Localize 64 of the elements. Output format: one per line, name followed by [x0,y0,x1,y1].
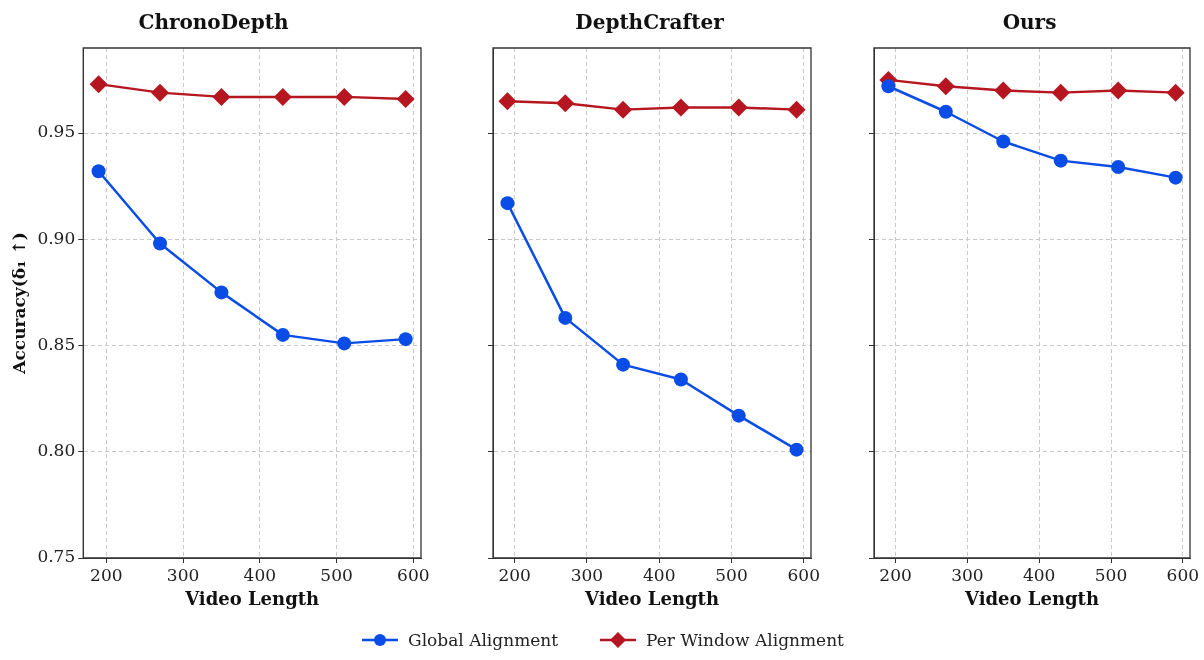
point [996,134,1011,149]
x-tick-label: 200 [498,564,531,585]
point [616,357,631,372]
y-tick-label: 0.90 [37,227,76,248]
point [936,77,955,96]
point [275,327,290,342]
point [1168,170,1183,185]
x-tick-label: 300 [951,564,984,585]
x-axis-title: Video Length [184,587,320,609]
y-axis-title: Accuracy(δ₁ ↑) [8,232,29,375]
x-tick-label: 300 [570,564,604,585]
chart-title: DepthCrafter [575,10,725,35]
point [153,236,168,251]
point [500,196,515,211]
point [731,408,746,423]
point [396,90,415,108]
x-tick-label: 300 [166,564,200,585]
legend-label: Global Alignment [408,630,559,650]
point [89,75,108,94]
point [337,336,352,351]
point [787,100,806,119]
legend-label: Per Window Alignment [646,630,844,650]
point [938,104,953,119]
y-tick-label: 0.95 [37,121,76,142]
point [498,92,517,111]
point [673,372,688,387]
x-tick-label: 500 [320,564,353,585]
chart-title: Ours [1002,10,1057,35]
x-tick-label: 200 [90,564,123,585]
point [91,164,106,179]
point [614,100,633,119]
point [398,332,413,347]
x-tick-label: 600 [397,564,430,585]
point [1111,160,1126,174]
x-tick-label: 400 [643,564,676,585]
point [1053,153,1068,168]
y-tick-label: 0.75 [37,546,76,567]
point [1166,83,1185,102]
x-tick-label: 200 [879,564,912,585]
point [151,83,170,102]
y-tick-label: 0.85 [37,333,76,354]
point [789,442,804,457]
x-tick-label: 400 [243,564,277,585]
x-axis-title: Video Length [584,587,719,609]
point [1109,81,1128,100]
y-tick-label: 0.80 [37,440,76,461]
point [556,94,575,113]
point [729,98,748,117]
x-tick-label: 500 [1094,564,1128,585]
point [273,87,292,106]
chart-title: ChronoDepth [138,10,289,35]
x-tick-label: 600 [787,564,820,585]
point [214,285,229,300]
x-tick-label: 500 [715,564,748,585]
point [335,87,354,106]
point [994,81,1013,100]
point [212,87,231,106]
point [1051,83,1070,102]
point [558,310,573,325]
x-tick-label: 400 [1022,564,1056,585]
x-axis-title: Video Length [964,587,1099,609]
point [671,98,690,117]
x-tick-label: 600 [1166,564,1200,585]
point [881,79,896,94]
